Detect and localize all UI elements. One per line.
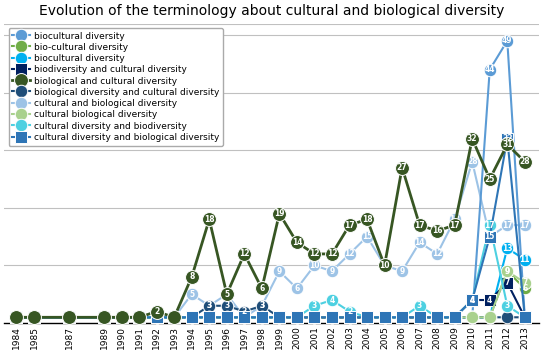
Text: 8: 8 <box>189 273 194 281</box>
Text: 2: 2 <box>347 307 352 316</box>
Text: 17: 17 <box>414 221 425 229</box>
Text: 12: 12 <box>344 250 355 258</box>
Text: 6: 6 <box>294 284 300 293</box>
Text: 13: 13 <box>502 244 513 253</box>
Text: 9: 9 <box>277 267 282 276</box>
Text: 4: 4 <box>470 295 475 305</box>
Text: 17: 17 <box>502 221 513 229</box>
Text: 18: 18 <box>204 215 214 224</box>
Text: 17: 17 <box>344 221 355 229</box>
Text: 3: 3 <box>207 301 212 310</box>
Text: 3: 3 <box>207 301 212 310</box>
Text: 16: 16 <box>432 226 443 235</box>
Text: 6: 6 <box>522 284 527 293</box>
Text: 10: 10 <box>380 261 390 270</box>
Text: 10: 10 <box>380 261 390 270</box>
Text: 12: 12 <box>239 250 250 258</box>
Text: 9: 9 <box>330 267 334 276</box>
Text: 12: 12 <box>432 250 443 258</box>
Text: 5: 5 <box>224 290 229 299</box>
Text: 9: 9 <box>400 267 405 276</box>
Text: 32: 32 <box>502 134 513 143</box>
Text: 3: 3 <box>224 301 230 310</box>
Text: 49: 49 <box>502 36 513 45</box>
Text: 4: 4 <box>487 295 493 305</box>
Text: 27: 27 <box>397 163 407 172</box>
Text: 4: 4 <box>470 295 475 305</box>
Text: 3: 3 <box>259 301 264 310</box>
Text: 3: 3 <box>259 301 264 310</box>
Text: 44: 44 <box>484 65 495 74</box>
Text: 2: 2 <box>154 307 159 316</box>
Text: 31: 31 <box>502 140 513 149</box>
Text: 18: 18 <box>362 215 372 224</box>
Text: 9: 9 <box>504 267 510 276</box>
Text: 2: 2 <box>242 307 247 316</box>
Text: 3: 3 <box>417 301 422 310</box>
Text: 7: 7 <box>522 278 527 287</box>
Legend: biocultural diversity, bio-cultural diversity, biocultural diversity, biodiversi: biocultural diversity, bio-cultural dive… <box>9 28 223 145</box>
Text: 9: 9 <box>504 267 510 276</box>
Text: 4: 4 <box>330 295 334 305</box>
Text: 25: 25 <box>484 174 495 184</box>
Text: 28: 28 <box>520 157 530 166</box>
Text: 3: 3 <box>312 301 317 310</box>
Text: 6: 6 <box>259 284 264 293</box>
Text: 5: 5 <box>224 290 229 299</box>
Text: 12: 12 <box>327 250 337 258</box>
Text: 28: 28 <box>467 157 477 166</box>
Text: 14: 14 <box>414 238 425 247</box>
Text: 5: 5 <box>189 290 194 299</box>
Text: 12: 12 <box>309 250 320 258</box>
Text: 17: 17 <box>484 221 495 229</box>
Text: 15: 15 <box>484 232 495 241</box>
Text: 4: 4 <box>470 295 475 305</box>
Text: 18: 18 <box>450 215 460 224</box>
Text: 11: 11 <box>520 255 530 264</box>
Text: 14: 14 <box>292 238 302 247</box>
Text: 10: 10 <box>309 261 320 270</box>
Text: 32: 32 <box>467 134 477 143</box>
Text: 17: 17 <box>450 221 460 229</box>
Title: Evolution of the terminology about cultural and biological diversity: Evolution of the terminology about cultu… <box>39 4 504 18</box>
Text: 17: 17 <box>520 221 530 229</box>
Text: 15: 15 <box>362 232 372 241</box>
Text: 7: 7 <box>504 278 510 287</box>
Text: 15: 15 <box>484 232 495 241</box>
Text: 3: 3 <box>504 301 510 310</box>
Text: 19: 19 <box>274 209 285 218</box>
